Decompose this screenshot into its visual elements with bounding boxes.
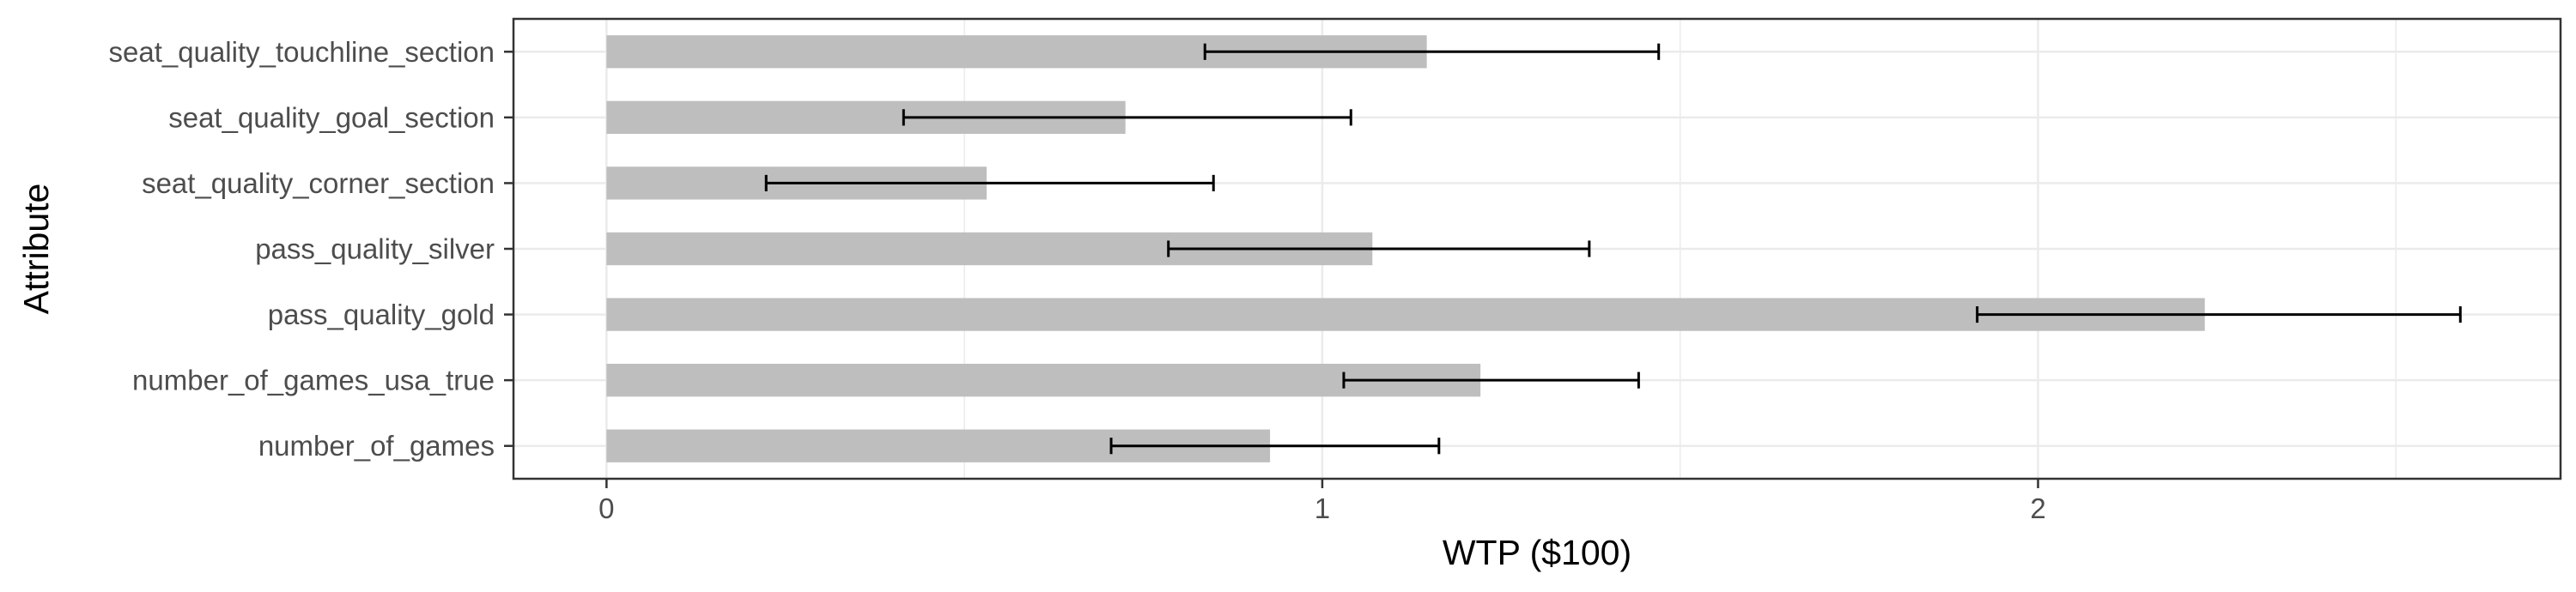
y-tick-label: number_of_games_usa_true (132, 365, 495, 396)
error-bar (1342, 372, 1640, 389)
x-axis: 0 1 2 (598, 479, 2046, 524)
error-bar (1203, 43, 1661, 60)
y-tick-label: pass_quality_gold (268, 299, 495, 330)
error-bar (764, 174, 1215, 191)
x-tick-label: 2 (2030, 492, 2045, 524)
x-axis-title: WTP ($100) (1443, 533, 1631, 572)
error-bar (1167, 240, 1591, 257)
y-tick-label: pass_quality_silver (255, 233, 495, 265)
y-axis-title: Attribute (16, 184, 56, 315)
x-tick-label: 0 (598, 492, 614, 524)
error-bar (1976, 306, 2462, 323)
bar (606, 298, 2205, 331)
bar (606, 364, 1481, 397)
x-tick-label: 1 (1315, 492, 1330, 524)
error-bar (902, 109, 1352, 126)
y-tick-label: seat_quality_touchline_section (109, 36, 495, 68)
error-bars (764, 43, 2462, 455)
y-tick-label: number_of_games (258, 430, 495, 462)
y-axis: seat_quality_touchline_section seat_quali… (109, 36, 513, 462)
y-tick-label: seat_quality_corner_section (142, 167, 495, 199)
error-bar (1109, 438, 1441, 455)
y-tick-label: seat_quality_goal_section (168, 101, 495, 133)
